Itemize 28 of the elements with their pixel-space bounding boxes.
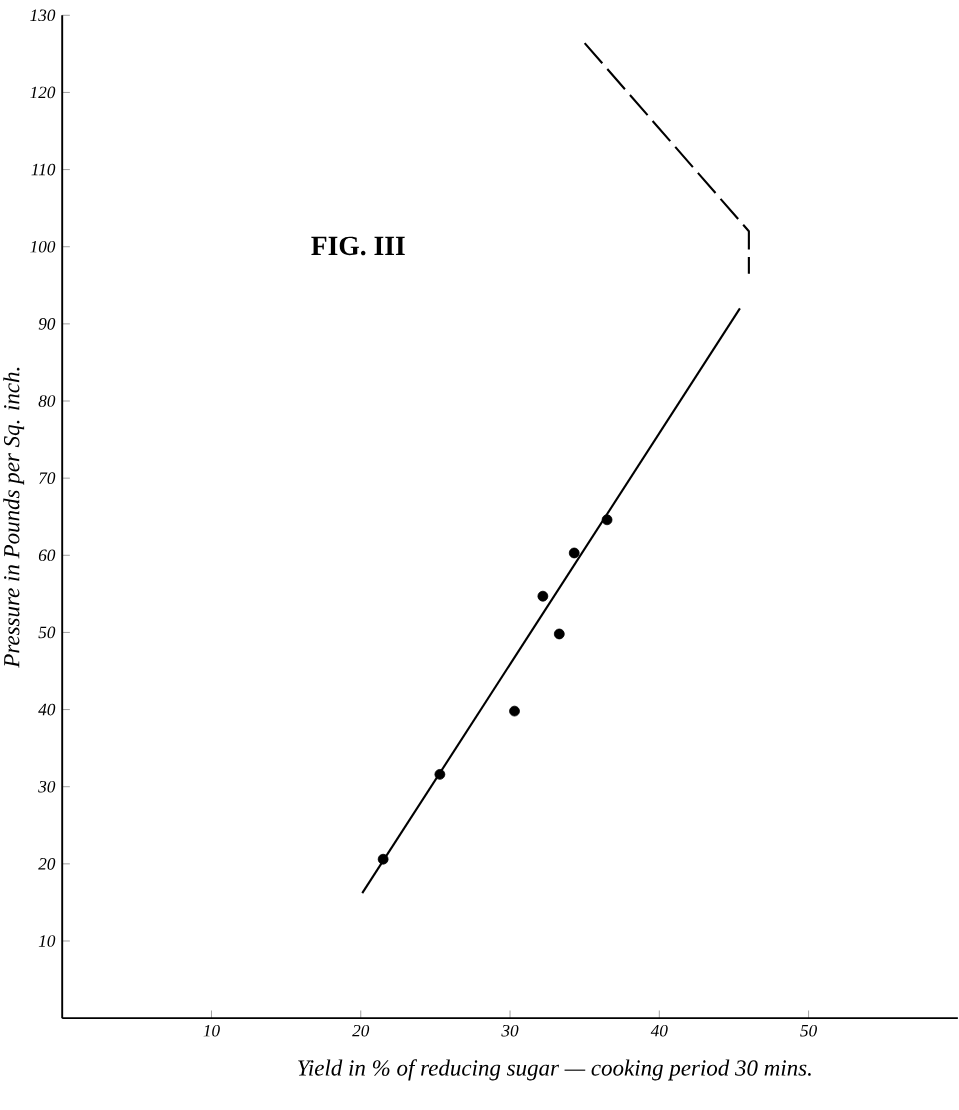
y-tick-label: 20 <box>38 858 56 870</box>
point <box>601 514 613 526</box>
annotation: FIG. III <box>311 236 405 256</box>
y-tick-label: 130 <box>30 9 56 22</box>
point <box>434 769 446 780</box>
y-tick-label: 40 <box>38 703 56 716</box>
x-tick-label: 30 <box>501 1024 519 1037</box>
point <box>377 853 389 865</box>
point <box>537 590 549 602</box>
y-tick-label: 80 <box>38 395 56 407</box>
y-tick-label: 60 <box>39 549 56 562</box>
y-tick-label: 10 <box>38 935 56 947</box>
y-tick-label: 50 <box>38 626 56 639</box>
y-tick-label: 120 <box>30 86 56 99</box>
point <box>568 547 580 559</box>
y-tick-label: 100 <box>30 240 56 253</box>
y-tick-label: 110 <box>31 163 56 176</box>
x-tick-label: 10 <box>203 1024 220 1037</box>
x-tick-label: 50 <box>800 1024 818 1037</box>
x-axis-title: Yield in % of reducing sugar — cooking period 30 mins. <box>298 1059 811 1081</box>
y-tick-label: 30 <box>38 780 56 793</box>
y-tick-label: 70 <box>39 472 56 484</box>
point <box>554 628 565 640</box>
point <box>509 705 520 717</box>
y-tick-label: 90 <box>38 318 56 330</box>
x-tick-label: 40 <box>650 1024 668 1037</box>
x-tick-label: 20 <box>352 1024 370 1037</box>
y-axis-title: Pressure in Pounds per Sq. inch. <box>3 367 25 668</box>
